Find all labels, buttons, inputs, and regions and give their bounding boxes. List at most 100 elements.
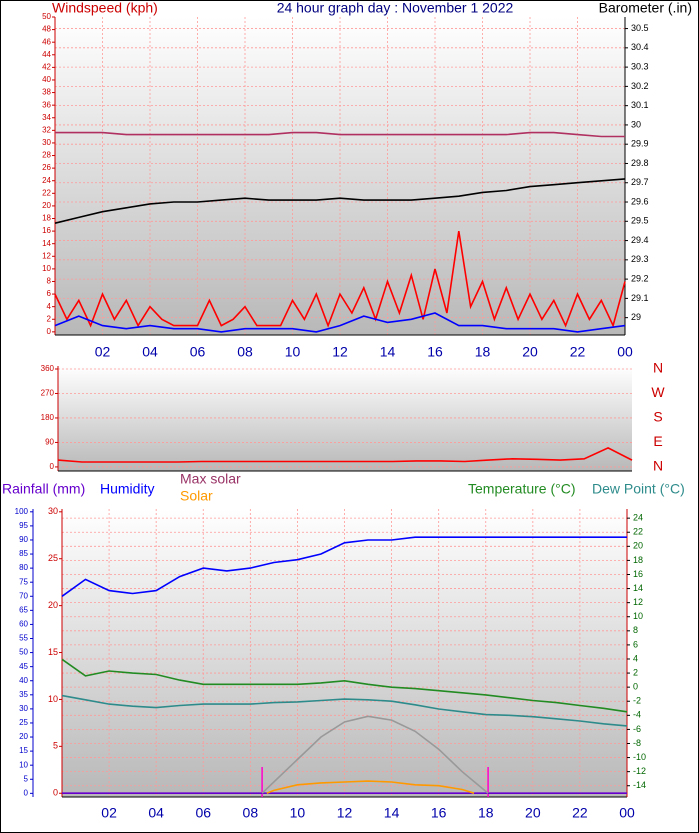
y3-tick-label: 0 xyxy=(24,788,29,797)
x-tick-label: 04 xyxy=(148,805,164,821)
y2-tick-label: 29.5 xyxy=(631,216,649,226)
y2-tick-label: 30.3 xyxy=(631,61,649,71)
y-tick-label: 32 xyxy=(42,125,51,134)
y-tick-label: 30 xyxy=(42,138,51,147)
y2-tick-label: 24 xyxy=(633,513,643,523)
legend-entry: Rainfall (mm) xyxy=(2,481,85,497)
y2-tick-label: 4 xyxy=(633,653,638,663)
y2-tick-label: 29.4 xyxy=(631,235,649,245)
y-tick-label: 180 xyxy=(41,413,55,422)
y2-tick-label: 30.1 xyxy=(631,100,649,110)
y-tick-label: 24 xyxy=(42,176,51,185)
x-tick-label: 08 xyxy=(243,805,259,821)
series-line xyxy=(54,178,626,224)
chart-title: 24 hour graph day : November 1 2022 xyxy=(277,0,514,16)
y-tick-label: 360 xyxy=(41,364,55,373)
y-tick-label: 48 xyxy=(42,25,51,34)
y3-tick-label: 15 xyxy=(19,746,28,755)
y-tick-label: 6 xyxy=(47,289,52,298)
direction-label: W xyxy=(651,384,665,400)
x-tick-label: 20 xyxy=(525,805,541,821)
y-tick-label: 5 xyxy=(53,741,58,751)
y-tick-label: 40 xyxy=(42,75,51,84)
y2-tick-label: 14 xyxy=(633,583,643,593)
direction-label: S xyxy=(653,409,662,425)
series-line xyxy=(54,230,626,328)
y2-tick-label: 6 xyxy=(633,639,638,649)
series-line xyxy=(61,694,628,727)
y3-tick-label: 85 xyxy=(19,549,28,558)
y-tick-label: 38 xyxy=(42,88,51,97)
y3-tick-label: 25 xyxy=(19,718,28,727)
y2-tick-label: 29.2 xyxy=(631,273,649,283)
y3-tick-label: 95 xyxy=(19,521,28,530)
y2-tick-label: 20 xyxy=(633,541,643,551)
legend-entry: Humidity xyxy=(100,481,154,497)
y-tick-label: 0 xyxy=(53,788,58,798)
y-tick-label: 28 xyxy=(42,151,51,160)
y2-tick-label: 29.6 xyxy=(631,196,649,206)
x-tick-label: 00 xyxy=(619,805,635,821)
y-tick-label: 22 xyxy=(42,188,51,197)
direction-label: E xyxy=(653,433,662,449)
x-tick-label: 08 xyxy=(237,344,253,360)
x-tick-label: 18 xyxy=(475,344,491,360)
plot-background xyxy=(55,17,625,335)
legend-entry: Max solar xyxy=(180,471,241,487)
y2-tick-label: 29.3 xyxy=(631,254,649,264)
y-tick-label: 14 xyxy=(42,239,51,248)
x-tick-label: 02 xyxy=(95,344,111,360)
y-tick-label: 46 xyxy=(42,37,51,46)
y2-tick-label: -6 xyxy=(633,724,641,734)
y3-tick-label: 5 xyxy=(24,774,29,783)
x-tick-label: 06 xyxy=(190,344,206,360)
y2-tick-label: 22 xyxy=(633,527,643,537)
direction-label: N xyxy=(653,458,663,474)
legend-entry: Dew Point (°C) xyxy=(592,481,685,497)
y2-tick-label: 10 xyxy=(633,611,643,621)
legend-entry: Temperature (°C) xyxy=(468,481,576,497)
y-tick-label: 18 xyxy=(42,214,51,223)
x-tick-label: 10 xyxy=(285,344,301,360)
y2-tick-label: 29.1 xyxy=(631,293,649,303)
x-tick-label: 06 xyxy=(195,805,211,821)
y-axis-label: Windspeed (kph) xyxy=(52,0,158,16)
y2-tick-label: -8 xyxy=(633,738,641,748)
x-tick-label: 14 xyxy=(384,805,400,821)
y3-tick-label: 30 xyxy=(19,704,28,713)
y-tick-label: 30 xyxy=(48,506,58,516)
y2-tick-label: 29.9 xyxy=(631,139,649,149)
y2-tick-label: 18 xyxy=(633,555,643,565)
x-tick-label: 10 xyxy=(290,805,306,821)
y3-tick-label: 55 xyxy=(19,634,28,643)
y2-tick-label: 29.8 xyxy=(631,158,649,168)
y3-tick-label: 60 xyxy=(19,620,28,629)
y2-tick-label: 30.2 xyxy=(631,81,649,91)
series-line xyxy=(261,715,489,794)
series-line xyxy=(54,312,626,333)
y-tick-label: 270 xyxy=(41,389,55,398)
y2-tick-label: 29.7 xyxy=(631,177,649,187)
x-tick-label: 14 xyxy=(380,344,396,360)
y-tick-label: 20 xyxy=(48,600,58,610)
y-tick-label: 2 xyxy=(47,314,52,323)
y2-tick-label: -2 xyxy=(633,696,641,706)
y3-tick-label: 50 xyxy=(19,648,28,657)
legend-entry: Solar xyxy=(180,488,213,504)
y3-tick-label: 100 xyxy=(15,507,29,516)
y3-tick-label: 35 xyxy=(19,690,28,699)
y-tick-label: 0 xyxy=(47,327,52,336)
y2-tick-label: -4 xyxy=(633,710,641,720)
series-line xyxy=(57,447,633,463)
x-tick-label: 12 xyxy=(332,344,348,360)
y-tick-label: 26 xyxy=(42,163,51,172)
series-line xyxy=(61,658,628,713)
series-line xyxy=(61,536,627,597)
x-tick-label: 00 xyxy=(617,344,633,360)
y3-tick-label: 10 xyxy=(19,760,28,769)
direction-label: N xyxy=(653,360,663,376)
series-line xyxy=(266,780,475,794)
y3-tick-label: 70 xyxy=(19,591,28,600)
y2-tick-label: 30.4 xyxy=(631,42,649,52)
